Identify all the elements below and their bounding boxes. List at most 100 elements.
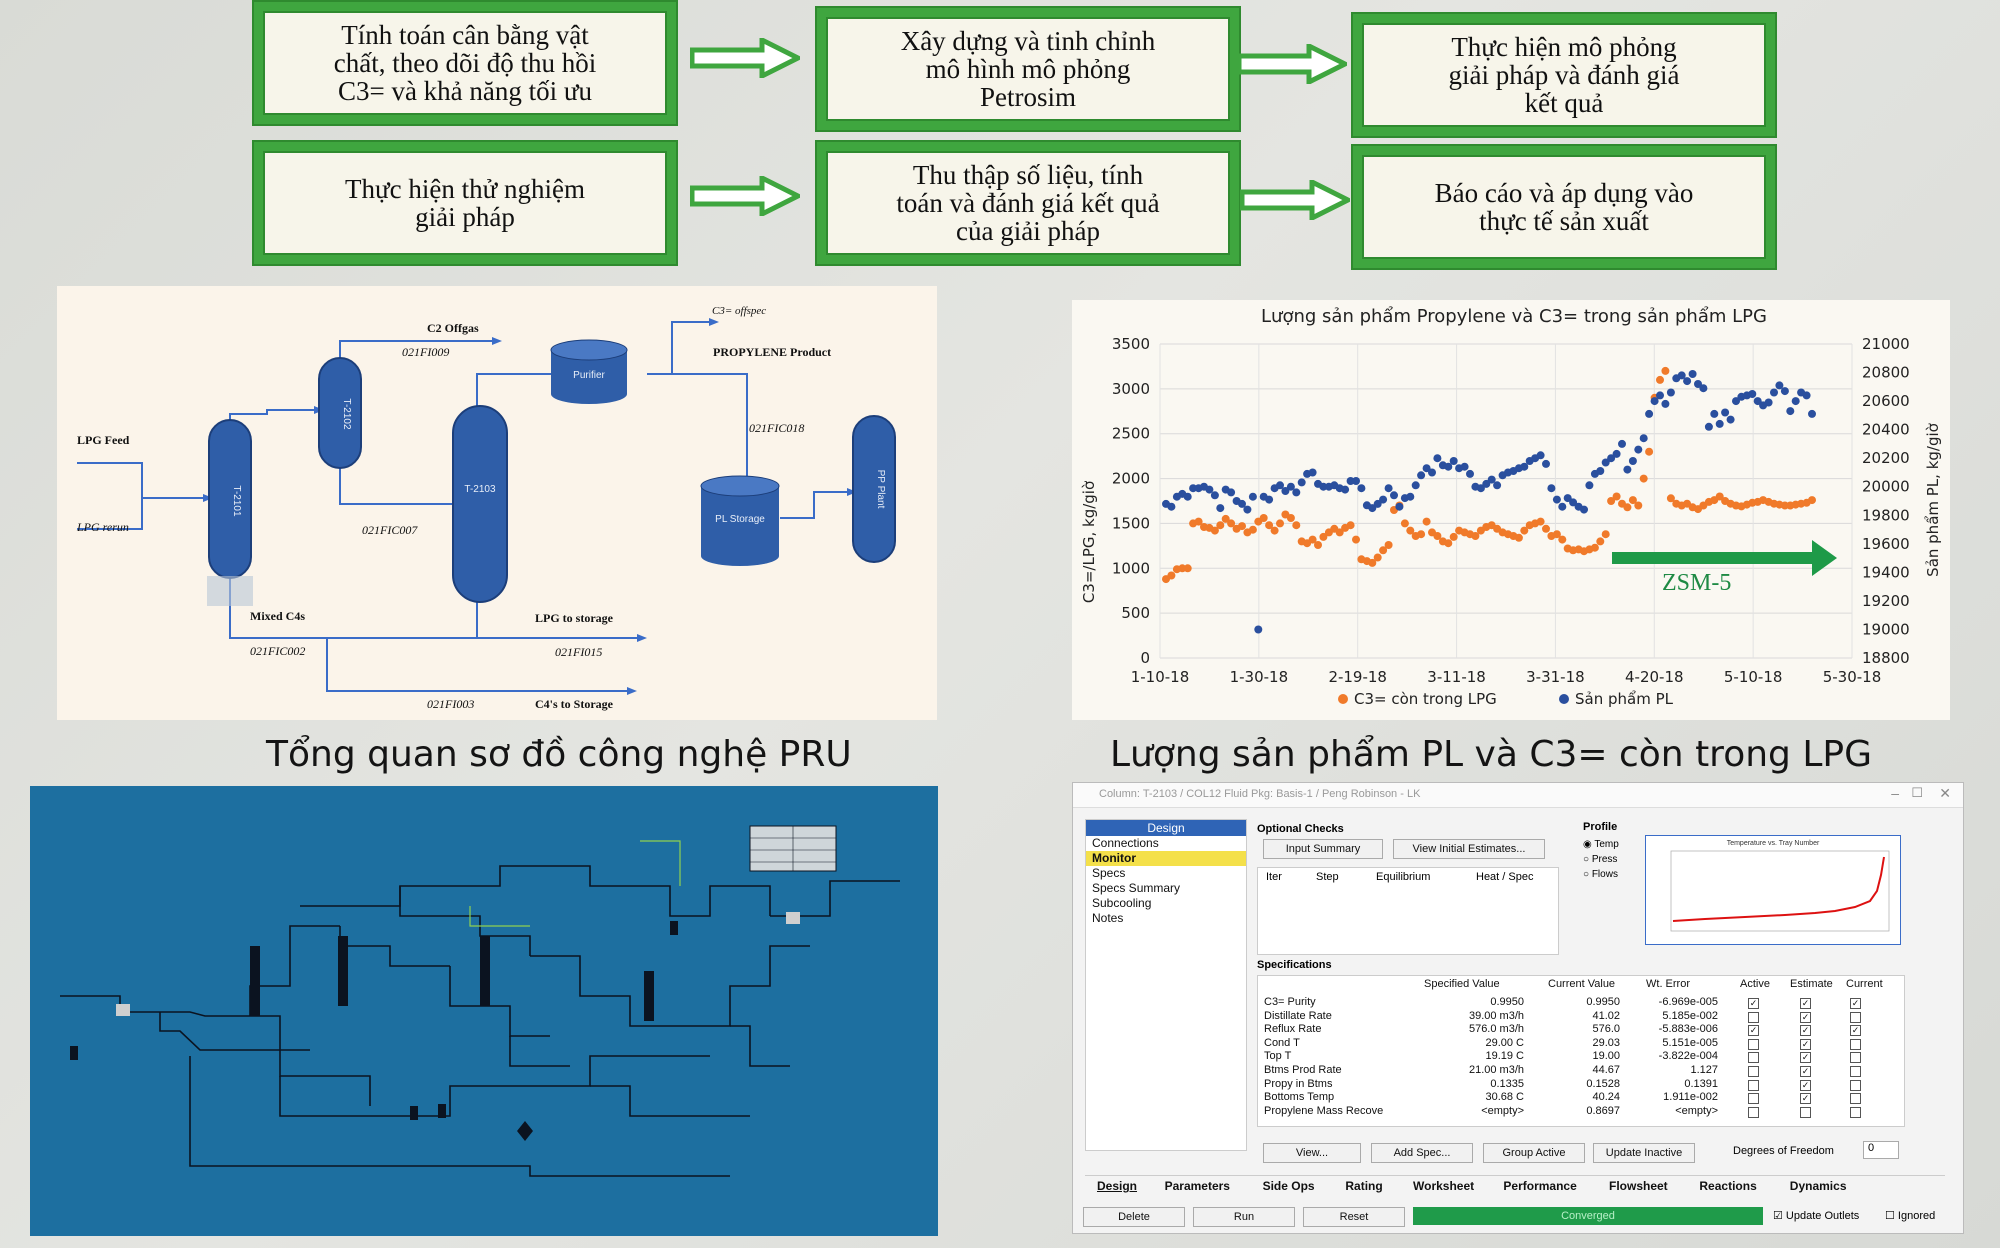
input-summary-button[interactable]: Input Summary — [1263, 839, 1383, 859]
pl-point — [1710, 409, 1719, 418]
pl-point — [1699, 384, 1708, 393]
spec-checkbox-a[interactable] — [1748, 1093, 1759, 1105]
pl-point — [1281, 487, 1290, 495]
spec-checkbox-e[interactable] — [1800, 1106, 1811, 1118]
spec-checkbox-e[interactable]: ✓ — [1800, 998, 1811, 1009]
spec-checkbox-e[interactable]: ✓ — [1800, 1079, 1811, 1091]
spec-checkbox-a[interactable] — [1748, 1011, 1759, 1023]
spec-checkbox-a[interactable] — [1748, 1106, 1759, 1118]
pl-point — [1520, 462, 1529, 471]
spec-checkbox-e[interactable]: ✓ — [1800, 1066, 1811, 1077]
add-spec-button[interactable]: Add Spec... — [1371, 1143, 1473, 1163]
nav-item-notes[interactable]: Notes — [1092, 911, 1124, 925]
pl-point — [1721, 408, 1730, 417]
profile-temp-radio[interactable]: ◉ Temp — [1583, 839, 1619, 850]
tab-rating[interactable]: Rating — [1345, 1179, 1383, 1193]
pl-point — [1417, 471, 1426, 480]
tab-worksheet[interactable]: Worksheet — [1413, 1179, 1475, 1193]
profile-press-radio[interactable]: ○ Press — [1583, 854, 1618, 865]
profile-opt-label: Press — [1591, 854, 1618, 865]
spec-checkbox-e[interactable]: ✓ — [1800, 1025, 1811, 1037]
close-icon[interactable]: ✕ — [1939, 785, 1951, 801]
spec-checkbox-a[interactable]: ✓ — [1748, 998, 1759, 1009]
spec-checkbox-e[interactable]: ✓ — [1800, 1052, 1811, 1064]
spec-checkbox-c[interactable]: ✓ — [1850, 1025, 1861, 1037]
spec-checkbox-c[interactable] — [1850, 1079, 1861, 1091]
spec-checkbox-c[interactable] — [1850, 1052, 1861, 1064]
flow-box-collect-data: Thu thập số liệu, tính toán và đánh giá k… — [817, 142, 1239, 264]
ignored-checkbox[interactable]: ☐ Ignored — [1885, 1210, 1936, 1222]
spec-row[interactable]: Distillate Rate 39.00 m3/h 41.02 5.185e-002… — [1258, 1010, 1898, 1024]
c3-point — [1248, 525, 1257, 534]
nav-item-monitor[interactable]: Monitor — [1086, 851, 1246, 866]
y2-tick-label: 20600 — [1862, 392, 1910, 410]
c3-point — [1400, 519, 1409, 528]
spec-row[interactable]: Top T 19.19 C 19.00 -3.822e-004 ✓ — [1258, 1050, 1898, 1064]
tab-performance[interactable]: Performance — [1503, 1179, 1577, 1193]
update-inactive-button[interactable]: Update Inactive — [1593, 1143, 1695, 1163]
nav-item-specs-summary[interactable]: Specs Summary — [1092, 881, 1181, 895]
y2-tick-label: 21000 — [1862, 335, 1910, 353]
delete-button[interactable]: Delete — [1083, 1207, 1185, 1227]
flow-line: Xây dựng và tinh chỉnh — [900, 26, 1156, 56]
tab-flowsheet[interactable]: Flowsheet — [1609, 1179, 1668, 1193]
update-outlets-label: Update Outlets — [1785, 1210, 1860, 1222]
tab-design[interactable]: Design — [1097, 1179, 1138, 1193]
spec-checkbox-c[interactable]: ✓ — [1850, 998, 1861, 1009]
minimize-icon[interactable]: – — [1891, 785, 1899, 801]
spec-row[interactable]: Propy in Btms 0.1335 0.1528 0.1391 ✓ — [1258, 1078, 1898, 1092]
nav-item-connections[interactable]: Connections — [1092, 836, 1159, 850]
reset-button[interactable]: Reset — [1303, 1207, 1405, 1227]
caption-pfd: Tổng quan sơ đồ công nghệ PRU — [266, 734, 852, 775]
spec-cell-spec: 39.00 m3/h — [1468, 1009, 1524, 1022]
spec-checkbox-a[interactable] — [1748, 1079, 1759, 1091]
maximize-icon[interactable]: ☐ — [1911, 785, 1923, 800]
spec-cell-cur: 0.9950 — [1586, 996, 1620, 1008]
c3-point — [1612, 492, 1621, 501]
group-active-button[interactable]: Group Active — [1483, 1143, 1585, 1163]
spec-checkbox-a[interactable]: ✓ — [1748, 1025, 1759, 1037]
c3-point — [1607, 497, 1616, 505]
spec-row[interactable]: Propylene Mass Recove <empty> 0.8697 <empty… — [1258, 1105, 1898, 1119]
view-button[interactable]: View... — [1263, 1143, 1361, 1163]
flow-line: Báo cáo và áp dụng vào — [1434, 178, 1694, 208]
pl-point — [1547, 484, 1556, 493]
profile-flows-radio[interactable]: ○ Flows — [1583, 869, 1618, 880]
design-nav: Design Connections Monitor Specs Specs S… — [1085, 819, 1247, 1151]
tab-parameters[interactable]: Parameters — [1164, 1179, 1230, 1193]
spec-checkbox-c[interactable] — [1850, 1066, 1861, 1077]
spec-header-row: Specified Value Current Value Wt. Error … — [1258, 978, 1898, 992]
pl-point — [1248, 492, 1257, 501]
spec-row[interactable]: Bottoms Temp 30.68 C 40.24 1.911e-002 ✓ — [1258, 1091, 1898, 1105]
spec-checkbox-e[interactable]: ✓ — [1800, 1093, 1811, 1105]
spec-cell-cur: 44.67 — [1592, 1064, 1620, 1076]
spec-checkbox-a[interactable] — [1748, 1066, 1759, 1077]
spec-checkbox-c[interactable] — [1850, 1011, 1861, 1023]
spec-checkbox-a[interactable] — [1748, 1038, 1759, 1050]
spec-checkbox-e[interactable]: ✓ — [1800, 1038, 1811, 1050]
tab-side-ops[interactable]: Side Ops — [1262, 1179, 1315, 1193]
c3-point — [1319, 532, 1328, 541]
tab-dynamics[interactable]: Dynamics — [1789, 1179, 1847, 1193]
label-t2102: T-2102 — [341, 398, 352, 430]
pl-point — [1732, 397, 1740, 406]
view-initial-estimates-button[interactable]: View Initial Estimates... — [1393, 839, 1545, 859]
spec-row[interactable]: Cond T 29.00 C 29.03 5.151e-005 ✓ — [1258, 1037, 1898, 1051]
spec-checkbox-c[interactable] — [1850, 1106, 1861, 1118]
spec-checkbox-a[interactable] — [1748, 1052, 1759, 1064]
spec-row[interactable]: Reflux Rate 576.0 m3/h 576.0 -5.883e-006 ✓ ✓ ✓ — [1258, 1023, 1898, 1037]
run-button[interactable]: Run — [1193, 1207, 1295, 1227]
spec-row[interactable]: Btms Prod Rate 21.00 m3/h 44.67 1.127 ✓ — [1258, 1064, 1898, 1078]
spec-checkbox-c[interactable] — [1850, 1038, 1861, 1050]
col-wt-error: Wt. Error — [1646, 978, 1690, 990]
c3-point — [1406, 526, 1415, 535]
spec-checkbox-c[interactable] — [1850, 1093, 1861, 1105]
update-outlets-checkbox[interactable]: ☑ Update Outlets — [1773, 1210, 1860, 1222]
nav-item-specs[interactable]: Specs — [1092, 866, 1126, 880]
tab-reactions[interactable]: Reactions — [1699, 1179, 1757, 1193]
spec-row[interactable]: C3= Purity 0.9950 0.9950 -6.969e-005 ✓ ✓ ✓ — [1258, 996, 1898, 1010]
spec-checkbox-e[interactable]: ✓ — [1800, 1011, 1811, 1023]
nav-item-subcooling[interactable]: Subcooling — [1092, 896, 1152, 910]
spec-cell-spec: 0.9950 — [1490, 996, 1524, 1008]
pl-point — [1661, 399, 1670, 408]
